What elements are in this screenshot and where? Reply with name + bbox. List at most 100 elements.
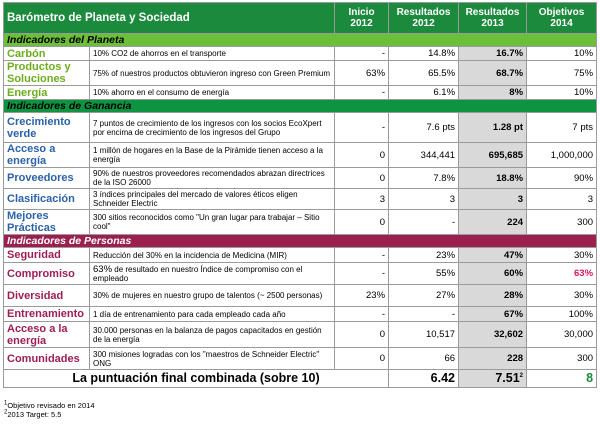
table-row: Diversidad 30% de mujeres en nuestro gru… — [3, 284, 598, 307]
row-r2012: 7.6 pts — [388, 112, 460, 143]
row-desc: 7 puntos de crecimiento de los ingresos … — [88, 112, 336, 143]
row-r2013: 695,685 — [458, 142, 528, 168]
row-desc: 63% de resultado en nuestro Índice de co… — [88, 262, 336, 285]
table-row: Acceso a energía 1 millón de hogares en … — [3, 142, 598, 168]
row-r2013: 8% — [458, 85, 528, 100]
row-inicio: 0 — [334, 321, 390, 348]
row-desc: Reducción del 30% en la incidencia de Me… — [88, 247, 336, 263]
barometer-table: Barómetro de Planeta y Sociedad Inicio 20… — [2, 2, 598, 388]
row-desc: 90% de nuestros proveedores recomendados… — [88, 167, 336, 189]
row-r2012: 55% — [388, 262, 460, 285]
row-objetivo: 300 — [526, 209, 598, 235]
table-row: Proveedores 90% de nuestros proveedores … — [3, 167, 598, 189]
row-objetivo: 10% — [526, 46, 598, 61]
row-r2012: 65.5% — [388, 60, 460, 86]
row-desc: 3 índices principales del mercado de val… — [88, 188, 336, 210]
row-objetivo: 30,000 — [526, 321, 598, 348]
row-r2013: 228 — [458, 347, 528, 370]
row-inicio: - — [334, 46, 390, 61]
footnote-2: 22013 Target: 5.5 — [4, 409, 62, 420]
table-row: Acceso a la energía 30.000 personas en l… — [3, 321, 598, 348]
row-objetivo: 10% — [526, 85, 598, 100]
row-r2013: 224 — [458, 209, 528, 235]
row-r2013: 32,602 — [458, 321, 528, 348]
row-objetivo: 30% — [526, 247, 598, 263]
row-inicio: 0 — [334, 167, 390, 189]
row-objetivo: 75% — [526, 60, 598, 86]
section-planeta: Indicadores del Planeta — [2, 33, 598, 47]
table-row: Compromiso 63% de resultado en nuestro Í… — [3, 262, 598, 285]
header-resultados-2013: Resultados 2013 — [458, 2, 528, 34]
row-objetivo: 1,000,000 — [526, 142, 598, 168]
row-objetivo: 30% — [526, 284, 598, 307]
total-row: La puntuación final combinada (sobre 10)… — [2, 369, 598, 388]
section-title-ganancia: Indicadores de Ganancia — [2, 99, 598, 113]
row-r2013: 68.7% — [458, 60, 528, 86]
row-r2013: 16.7% — [458, 46, 528, 61]
row-name: Clasificación — [3, 188, 90, 210]
section-title-personas: Indicadores de Personas — [2, 234, 598, 248]
row-name: Diversidad — [3, 284, 90, 307]
row-name: Acceso a la energía — [3, 321, 90, 348]
table-title: Barómetro de Planeta y Sociedad — [2, 2, 336, 34]
row-name: Productos y Soluciones — [3, 60, 90, 86]
row-desc: 1 día de entrenamiento para cada emplead… — [88, 306, 336, 322]
row-name: Seguridad — [3, 247, 90, 263]
footnote-1: 1Objetivo revisado en 2014 — [4, 400, 95, 411]
table-row: Crecimiento verde 7 puntos de crecimient… — [3, 112, 598, 143]
table-row: Seguridad Reducción del 30% en la incide… — [3, 247, 598, 263]
row-r2012: 10,517 — [388, 321, 460, 348]
section-personas: Indicadores de Personas — [2, 234, 598, 248]
row-r2013: 1.28 pt — [458, 112, 528, 143]
row-r2012: 6.1% — [388, 85, 460, 100]
row-desc: 75% of nuestros productos obtuvieron ing… — [88, 60, 336, 86]
row-r2012: 23% — [388, 247, 460, 263]
row-inicio: 0 — [334, 209, 390, 235]
row-inicio: 63% — [334, 60, 390, 86]
row-name: Entrenamiento — [3, 306, 90, 322]
row-desc: 10% ahorro en el consumo de energía — [88, 85, 336, 100]
desc-highlight: 63% — [93, 263, 113, 275]
total-objetivo: 8 — [526, 369, 598, 388]
total-label: La puntuación final combinada (sobre 10) — [2, 369, 390, 388]
row-inicio: 0 — [334, 142, 390, 168]
row-name: Carbón — [3, 46, 90, 61]
row-r2013: 3 — [458, 188, 528, 210]
row-inicio: 0 — [334, 347, 390, 370]
header-row: Barómetro de Planeta y Sociedad Inicio 20… — [2, 2, 598, 34]
row-r2012: 7.8% — [388, 167, 460, 189]
row-objetivo: 100% — [526, 306, 598, 322]
table-row: Clasificación 3 índices principales del … — [3, 188, 598, 210]
table-row: Mejores Prácticas 300 sitios reconocidos… — [3, 209, 598, 235]
row-r2012: - — [388, 209, 460, 235]
table-row: Comunidades 300 misiones logradas con lo… — [3, 347, 598, 370]
row-desc: 300 misiones logradas con los "maestros … — [88, 347, 336, 370]
row-objetivo: 3 — [526, 188, 598, 210]
row-inicio: 23% — [334, 284, 390, 307]
row-inicio: 3 — [334, 188, 390, 210]
row-name: Compromiso — [3, 262, 90, 285]
row-inicio: - — [334, 85, 390, 100]
row-name: Crecimiento verde — [3, 112, 90, 143]
header-resultados-2012: Resultados 2012 — [388, 2, 460, 34]
row-name: Energía — [3, 85, 90, 100]
row-r2013: 47% — [458, 247, 528, 263]
row-name: Proveedores — [3, 167, 90, 189]
row-objetivo: 90% — [526, 167, 598, 189]
row-objetivo: 7 pts — [526, 112, 598, 143]
table-row: Productos y Soluciones 75% of nuestros p… — [3, 60, 598, 86]
row-r2012: 344,441 — [388, 142, 460, 168]
table-row: Entrenamiento 1 día de entrenamiento par… — [3, 306, 598, 322]
row-name: Acceso a energía — [3, 142, 90, 168]
row-r2013: 18.8% — [458, 167, 528, 189]
row-r2013: 67% — [458, 306, 528, 322]
total-r2012: 6.42 — [388, 369, 460, 388]
row-desc: 300 sitios reconocidos como "Un gran lug… — [88, 209, 336, 235]
row-inicio: - — [334, 247, 390, 263]
table-row: Energía 10% ahorro en el consumo de ener… — [3, 85, 598, 100]
row-inicio: - — [334, 262, 390, 285]
header-objetivos-2014: Objetivos 2014 — [526, 2, 598, 34]
table-row: Carbón 10% CO2 de ahorros en el transpor… — [3, 46, 598, 61]
row-desc: 30.000 personas en la balanza de pagos c… — [88, 321, 336, 348]
